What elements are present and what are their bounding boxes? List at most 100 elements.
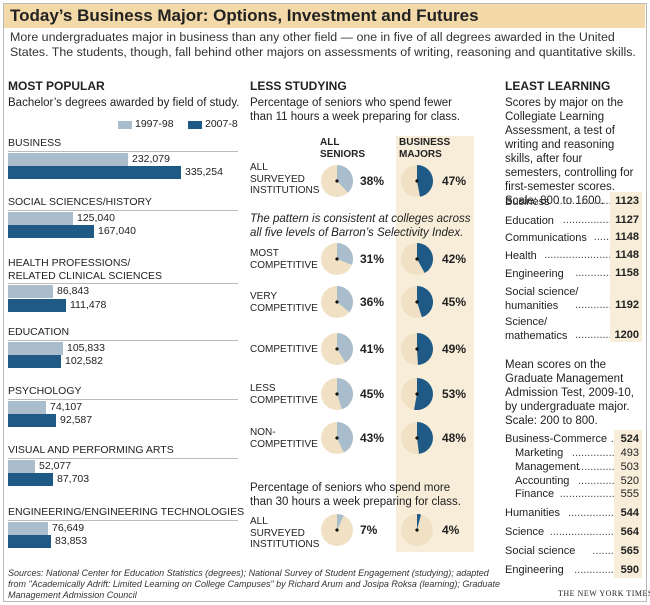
bar-value-label: 83,853 [55,535,88,547]
score-value: 590 [620,564,639,576]
pie-center-dot [335,528,339,532]
pie-center-dot [415,392,419,396]
pct-business-majors: 47% [442,174,467,188]
title-bar [4,4,645,28]
score-major: Business-Commerce [505,433,608,445]
leader-dots: ........................................… [578,475,614,487]
score-value: 524 [620,433,639,445]
leader-dots: ........................................… [575,299,610,311]
pie-slice [337,422,354,453]
graphic-frame [3,3,647,602]
bar-value-label: 76,649 [52,521,85,534]
score-major: Management [515,461,580,473]
bar-1997-98 [8,459,35,473]
pct-all-seniors: 7% [360,523,378,537]
most-popular-heading: MOST POPULAR [8,79,105,93]
score-value: 1148 [615,231,639,243]
pie-center-dot [415,528,419,532]
selectivity-note: The pattern is consistent at colleges ac… [250,213,471,239]
pct-business-majors: 42% [442,252,467,266]
bar-value-label: 102,582 [65,355,103,367]
leader-dots: ........................................… [571,447,614,459]
more-studying-subtitle: Percentage of seniors who spend more tha… [250,482,461,508]
bar-2007-8 [8,535,51,548]
pie-chart [321,514,353,546]
bar-2007-8 [8,355,61,368]
bar-2007-8 [8,166,181,179]
pie-center-dot [335,257,339,261]
pie-row-label: MOST COMPETITIVE [250,248,318,271]
score-major: Engineering [505,268,564,280]
pie-slice [417,422,433,454]
gmat-subtitle: Mean scores on the Graduate Management A… [505,359,634,427]
most-popular-subtitle: Bachelor’s degrees awarded by field of s… [8,97,240,109]
intro-text: More undergraduates major in business th… [10,30,636,59]
pct-all-seniors: 41% [360,342,385,356]
leader-dots: ........................................… [556,195,610,207]
score-value: 1192 [615,299,639,311]
col-head-business-majors: BUSINESS MAJORS [399,137,451,160]
score-value: 1127 [615,214,639,226]
pie-row-label: ALL SURVEYED INSTITUTIONS [250,162,320,196]
pie-chart [401,243,434,275]
less-studying-subtitle: Percentage of seniors who spend fewer th… [250,97,461,123]
bar-value-label: 232,079 [132,152,170,165]
leader-dots: ........................................… [574,564,614,576]
pct-all-seniors: 31% [360,252,385,266]
score-major: Engineering [505,564,564,576]
pct-business-majors: 49% [442,342,467,356]
category-rule [8,398,238,400]
least-learning-subtitle: Scores by major on the Collegiate Learni… [505,97,634,207]
pie-slice [337,286,354,313]
category-rule [8,519,238,521]
score-value: 1158 [615,267,639,279]
legend-swatch [188,121,202,129]
score-major: Social science [505,545,576,557]
pie-chart [321,333,353,365]
pie-slice [337,514,344,530]
pie-row-label-30h: ALL SURVEYED INSTITUTIONS [250,516,320,550]
category-rule [8,283,238,284]
category-label: EDUCATION [8,326,70,338]
pie-slice [414,378,433,410]
legend-label: 2007-8 [205,118,238,130]
bar-1997-98 [8,211,73,225]
category-label: ENGINEERING/ENGINEERING TECHNOLOGIES [8,506,245,518]
pie-center-dot [335,392,339,396]
credit-line: THE NEW YORK TIMES [558,589,650,598]
score-value: 555 [620,488,639,500]
category-label: PSYCHOLOGY [8,385,82,397]
pct-business-majors: 45% [442,295,467,309]
category-rule [8,150,238,152]
pct-all-seniors: 36% [360,295,385,309]
pie-slice [417,333,434,365]
score-major: Humanities [505,507,561,519]
pie-slice [337,243,354,265]
score-major: Health [505,250,537,262]
bar-1997-98 [8,400,46,414]
score-highlight [614,430,642,578]
pie-chart [401,378,433,410]
category-rule [8,339,238,341]
pie-center-dot [415,300,419,304]
leader-dots: ........................................… [592,545,614,557]
category-rule [8,209,238,211]
score-highlight [610,192,642,342]
bar-value-label: 125,040 [77,211,115,224]
pie-slice [337,333,353,363]
pie-center-dot [415,179,419,183]
pct-business-majors: 4% [442,523,460,537]
bar-1997-98 [8,152,128,166]
bar-value-label: 52,077 [39,459,72,472]
score-value: 503 [620,461,639,473]
score-major: Science [505,526,545,538]
pie-center-dot [415,436,419,440]
pie-chart [401,333,434,365]
graphic-title: Today’s Business Major: Options, Investm… [10,6,479,25]
category-label: SOCIAL SCIENCES/HISTORY [8,196,152,208]
pie-slice [417,243,434,274]
pie-slice [417,164,434,197]
bar-1997-98 [8,341,63,355]
score-major: Science/mathematics [505,316,568,342]
pie-center-dot [415,257,419,261]
